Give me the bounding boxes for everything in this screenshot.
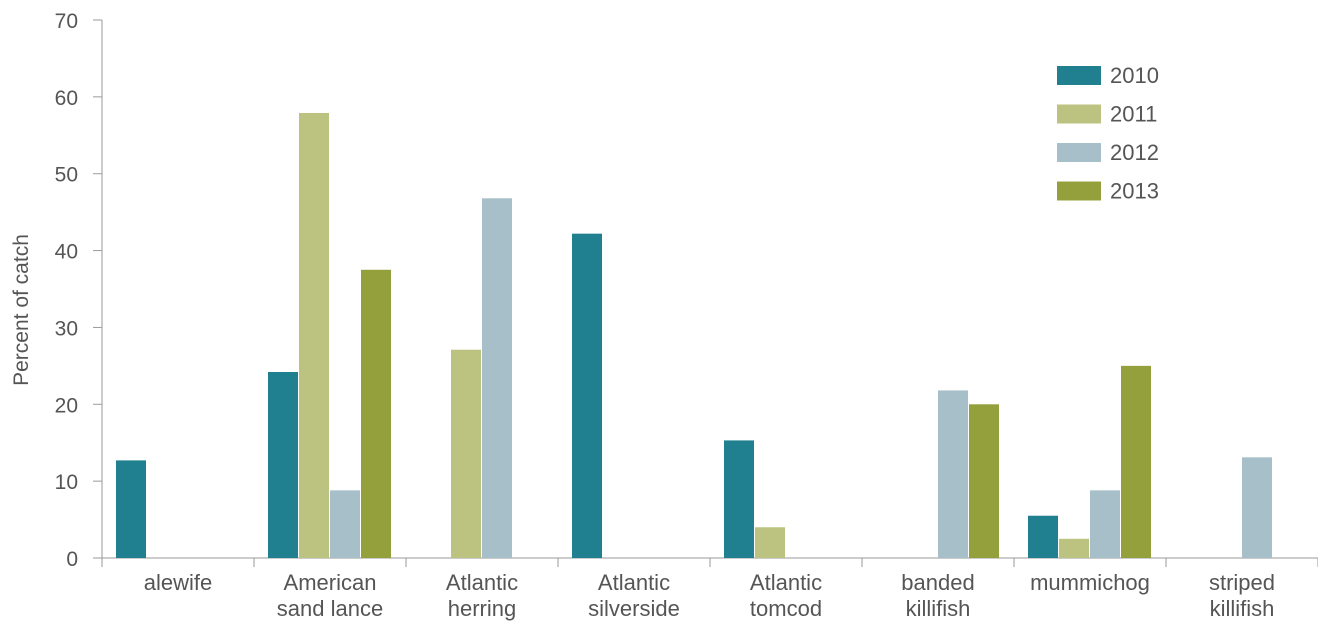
y-axis: 0 10 20 30 40 50 60 70 — [55, 10, 103, 571]
bar-2012-5 — [938, 390, 968, 558]
bar-2013-5 — [969, 404, 999, 558]
y-tick-label: 70 — [55, 10, 78, 33]
y-tick-label: 10 — [55, 471, 78, 494]
bar-2010-3 — [572, 233, 602, 559]
x-tick-label-line: alewife — [144, 570, 212, 595]
bar-2010-0 — [116, 460, 146, 558]
y-tick-label: 0 — [66, 548, 78, 571]
bar-2010-1 — [268, 372, 298, 558]
x-tick-label-line: Atlantic — [598, 570, 670, 595]
bar-2011-4 — [755, 527, 785, 558]
y-tick-label: 30 — [55, 317, 78, 340]
x-tick-label: Atlantic silverside — [588, 570, 680, 621]
x-tick-label: Atlantic herring — [446, 570, 518, 621]
legend-swatch — [1057, 104, 1101, 124]
legend: 2010 2011 2012 2013 — [1057, 63, 1159, 204]
bar-2012-7 — [1242, 457, 1272, 558]
bar-2011-6 — [1059, 538, 1089, 558]
x-tick-label: banded killifish — [901, 570, 974, 621]
y-tick-label: 50 — [55, 164, 78, 187]
legend-label: 2012 — [1110, 140, 1159, 165]
bar-2013-6 — [1121, 365, 1151, 558]
x-tick-label-line: silverside — [588, 596, 680, 621]
x-tick-label: American sand lance — [277, 570, 383, 621]
bar-2012-6 — [1090, 490, 1120, 558]
bar-2010-4 — [724, 440, 754, 558]
y-axis-title: Percent of catch — [10, 234, 33, 386]
bar-2011-2 — [451, 349, 481, 558]
bar-2010-6 — [1028, 515, 1058, 558]
bar-2012-2 — [482, 198, 512, 558]
x-tick-label: alewife — [144, 570, 212, 595]
bar-2011-1 — [299, 112, 329, 559]
x-tick-label-line: sand lance — [277, 596, 383, 621]
x-tick-label-line: tomcod — [750, 596, 822, 621]
x-tick-label-line: herring — [448, 596, 516, 621]
x-tick-label-line: mummichog — [1030, 570, 1150, 595]
x-tick-label-line: Atlantic — [750, 570, 822, 595]
y-tick-label: 60 — [55, 87, 78, 110]
legend-swatch — [1057, 181, 1101, 201]
y-tick-label: 20 — [55, 394, 78, 417]
bar-2012-1 — [330, 490, 360, 558]
bar-2013-1 — [361, 269, 391, 558]
legend-label: 2010 — [1110, 63, 1159, 88]
bars — [116, 112, 1272, 559]
x-tick-label: mummichog — [1030, 570, 1150, 595]
x-tick-label-line: Atlantic — [446, 570, 518, 595]
x-tick-label-line: killifish — [906, 596, 971, 621]
x-tick-label-line: American — [284, 570, 377, 595]
legend-swatch — [1057, 143, 1101, 162]
x-tick-label: striped killifish — [1209, 570, 1275, 621]
x-tick-label: Atlantic tomcod — [750, 570, 822, 621]
x-tick-label-line: striped — [1209, 570, 1275, 595]
y-tick-label: 40 — [55, 241, 78, 264]
x-tick-label-line: banded — [901, 570, 974, 595]
legend-label: 2011 — [1110, 102, 1157, 127]
legend-label: 2013 — [1110, 179, 1159, 204]
x-tick-label-line: killifish — [1210, 596, 1275, 621]
legend-swatch — [1057, 66, 1101, 85]
